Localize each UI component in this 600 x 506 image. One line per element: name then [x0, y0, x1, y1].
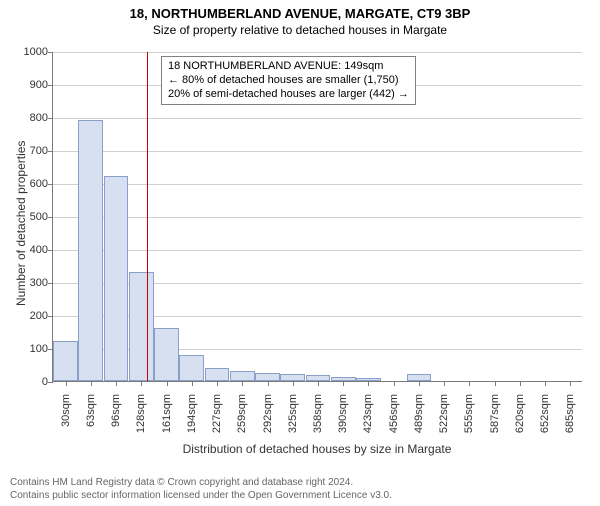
y-tick-label: 300 [8, 277, 48, 289]
x-tick [116, 381, 117, 386]
y-tick-label: 600 [8, 178, 48, 190]
histogram-bar [129, 272, 154, 381]
y-tick-label: 800 [8, 112, 48, 124]
annotation-line: ← 80% of detached houses are smaller (1,… [168, 74, 409, 88]
chart-subtitle: Size of property relative to detached ho… [0, 23, 600, 37]
y-tick [48, 250, 53, 251]
y-tick [48, 151, 53, 152]
y-tick-label: 900 [8, 79, 48, 91]
histogram-bar [179, 355, 204, 381]
footer-line-2: Contains public sector information licen… [10, 490, 392, 503]
x-tick [91, 381, 92, 386]
x-tick [520, 381, 521, 386]
y-tick [48, 283, 53, 284]
gridline [53, 52, 582, 53]
y-tick-label: 100 [8, 343, 48, 355]
x-tick [368, 381, 369, 386]
gridline [53, 250, 582, 251]
y-tick [48, 382, 53, 383]
y-tick [48, 85, 53, 86]
histogram-bar [154, 328, 179, 381]
plot-area: 0100200300400500600700800900100030sqm63s… [52, 52, 582, 382]
property-marker-line [147, 52, 148, 381]
chart-area: 0100200300400500600700800900100030sqm63s… [52, 52, 582, 432]
x-tick [419, 381, 420, 386]
x-tick [217, 381, 218, 386]
histogram-bar [230, 371, 255, 381]
x-tick [570, 381, 571, 386]
x-tick [167, 381, 168, 386]
footer-attribution: Contains HM Land Registry data © Crown c… [10, 477, 392, 502]
histogram-bar [78, 120, 103, 381]
gridline [53, 118, 582, 119]
y-tick [48, 184, 53, 185]
histogram-bar [53, 341, 78, 381]
x-tick [192, 381, 193, 386]
gridline [53, 217, 582, 218]
y-tick-label: 200 [8, 310, 48, 322]
histogram-bar [407, 374, 432, 381]
gridline [53, 151, 582, 152]
x-tick [318, 381, 319, 386]
x-tick [66, 381, 67, 386]
x-tick [444, 381, 445, 386]
histogram-bar [306, 375, 331, 381]
x-tick [141, 381, 142, 386]
histogram-bar [104, 176, 129, 381]
annotation-line: 20% of semi-detached houses are larger (… [168, 88, 409, 102]
x-tick [469, 381, 470, 386]
y-tick [48, 217, 53, 218]
annotation-line: 18 NORTHUMBERLAND AVENUE: 149sqm [168, 60, 409, 74]
histogram-bar [205, 368, 230, 381]
y-tick [48, 316, 53, 317]
histogram-bar [280, 374, 305, 381]
x-tick [545, 381, 546, 386]
x-tick [394, 381, 395, 386]
y-tick-label: 0 [8, 376, 48, 388]
x-tick [343, 381, 344, 386]
y-tick-label: 700 [8, 145, 48, 157]
y-tick-label: 500 [8, 211, 48, 223]
chart-title: 18, NORTHUMBERLAND AVENUE, MARGATE, CT9 … [0, 6, 600, 21]
y-tick [48, 52, 53, 53]
annotation-box: 18 NORTHUMBERLAND AVENUE: 149sqm← 80% of… [161, 56, 416, 105]
x-axis-title: Distribution of detached houses by size … [52, 442, 582, 456]
y-tick [48, 349, 53, 350]
gridline [53, 184, 582, 185]
x-tick [293, 381, 294, 386]
x-tick [242, 381, 243, 386]
y-tick-label: 400 [8, 244, 48, 256]
x-tick [495, 381, 496, 386]
histogram-bar [356, 378, 381, 381]
footer-line-1: Contains HM Land Registry data © Crown c… [10, 477, 392, 490]
histogram-bar [255, 373, 280, 381]
y-tick [48, 118, 53, 119]
histogram-bar [331, 377, 356, 381]
y-tick-label: 1000 [8, 46, 48, 58]
x-tick [268, 381, 269, 386]
